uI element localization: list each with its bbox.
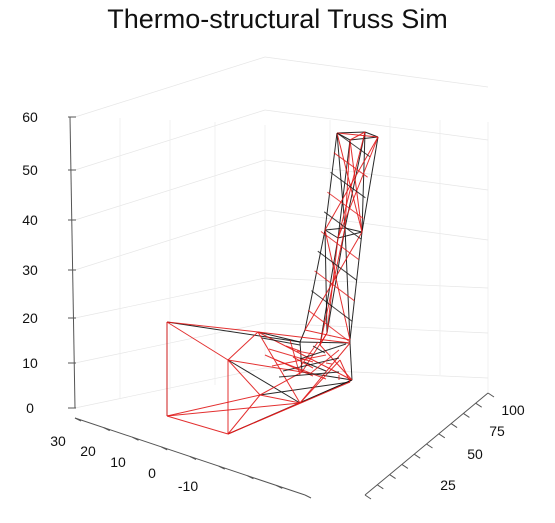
- x-tick-label: 10: [110, 454, 126, 470]
- y-tick-mark: [365, 495, 371, 499]
- y-tick-mark: [402, 464, 408, 468]
- z-tick-label: 30: [22, 262, 38, 278]
- y-tick-mark: [377, 485, 383, 489]
- truss-member: [320, 238, 338, 345]
- truss-member: [228, 332, 258, 360]
- truss-member: [228, 360, 260, 395]
- grid-line: [265, 110, 488, 140]
- truss-member: [167, 416, 228, 434]
- grid-line: [265, 160, 488, 190]
- x-tick-mark: [305, 495, 311, 498]
- z-tick-label: 40: [22, 212, 38, 228]
- truss-member: [260, 382, 350, 395]
- z-tick-label: 10: [22, 355, 38, 371]
- x-tick-label: 30: [50, 433, 66, 449]
- x-tick-label: 20: [80, 443, 96, 459]
- y-tick-mark: [488, 393, 494, 397]
- grid-line: [75, 57, 265, 117]
- truss-member: [320, 228, 345, 345]
- z-tick-label: 20: [22, 310, 38, 326]
- grid-line: [265, 323, 488, 333]
- y-tick-mark: [439, 434, 445, 438]
- truss-member: [167, 322, 300, 342]
- y-tick-mark: [463, 413, 469, 417]
- x-tick-label: 0: [148, 465, 156, 481]
- y-tick-label: 25: [440, 477, 456, 493]
- x-tick-label: -10: [178, 478, 198, 494]
- y-tick-mark: [414, 454, 420, 458]
- grid-line: [265, 210, 488, 240]
- grid-line: [265, 278, 488, 288]
- z-axis-line: [70, 117, 75, 408]
- truss-member: [300, 342, 302, 372]
- truss-member: [350, 343, 352, 380]
- truss-member: [228, 403, 300, 434]
- truss-member: [228, 360, 300, 403]
- y-tick-mark: [451, 424, 457, 428]
- y-tick-mark: [427, 444, 433, 448]
- y-tick-label: 50: [467, 446, 483, 462]
- y-tick-label: 100: [501, 402, 525, 418]
- z-tick-label: 0: [26, 400, 34, 416]
- y-tick-mark: [390, 475, 396, 479]
- y-tick-label: 75: [489, 423, 505, 439]
- truss-member: [350, 232, 362, 340]
- truss-members: [167, 132, 378, 434]
- z-tick-label: 60: [22, 109, 38, 125]
- y-tick-mark: [476, 403, 482, 407]
- truss-member: [325, 133, 337, 230]
- truss-member: [300, 330, 305, 342]
- z-tick-label: 50: [22, 162, 38, 178]
- truss-member: [167, 403, 300, 416]
- truss-member: [326, 363, 332, 364]
- truss-member: [337, 132, 365, 133]
- truss-member: [167, 395, 260, 416]
- grid-lines: [75, 57, 488, 408]
- grid-line: [265, 57, 488, 87]
